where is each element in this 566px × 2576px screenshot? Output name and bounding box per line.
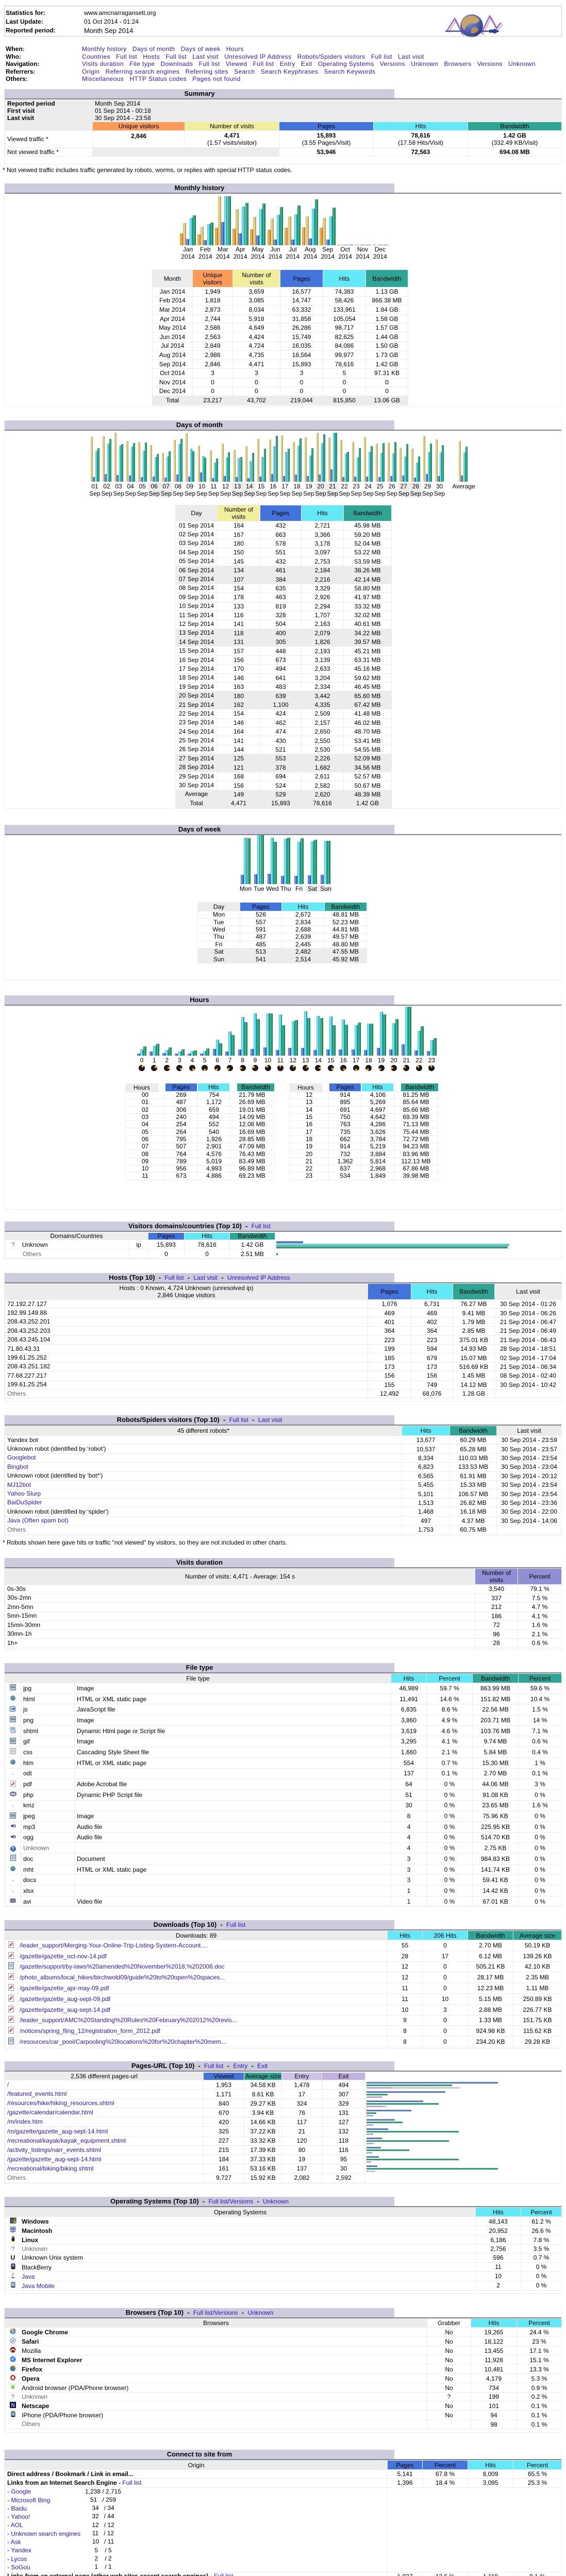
svg-text:e: e xyxy=(12,2357,14,2362)
svg-text:N: N xyxy=(11,2403,15,2408)
svg-text:php: php xyxy=(10,1793,15,1796)
